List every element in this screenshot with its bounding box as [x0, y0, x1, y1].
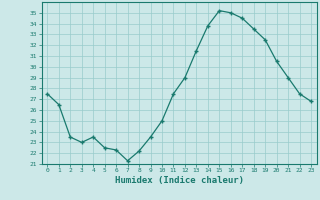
X-axis label: Humidex (Indice chaleur): Humidex (Indice chaleur) [115, 176, 244, 185]
